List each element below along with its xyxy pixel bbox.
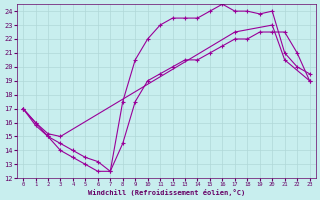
- X-axis label: Windchill (Refroidissement éolien,°C): Windchill (Refroidissement éolien,°C): [88, 189, 245, 196]
